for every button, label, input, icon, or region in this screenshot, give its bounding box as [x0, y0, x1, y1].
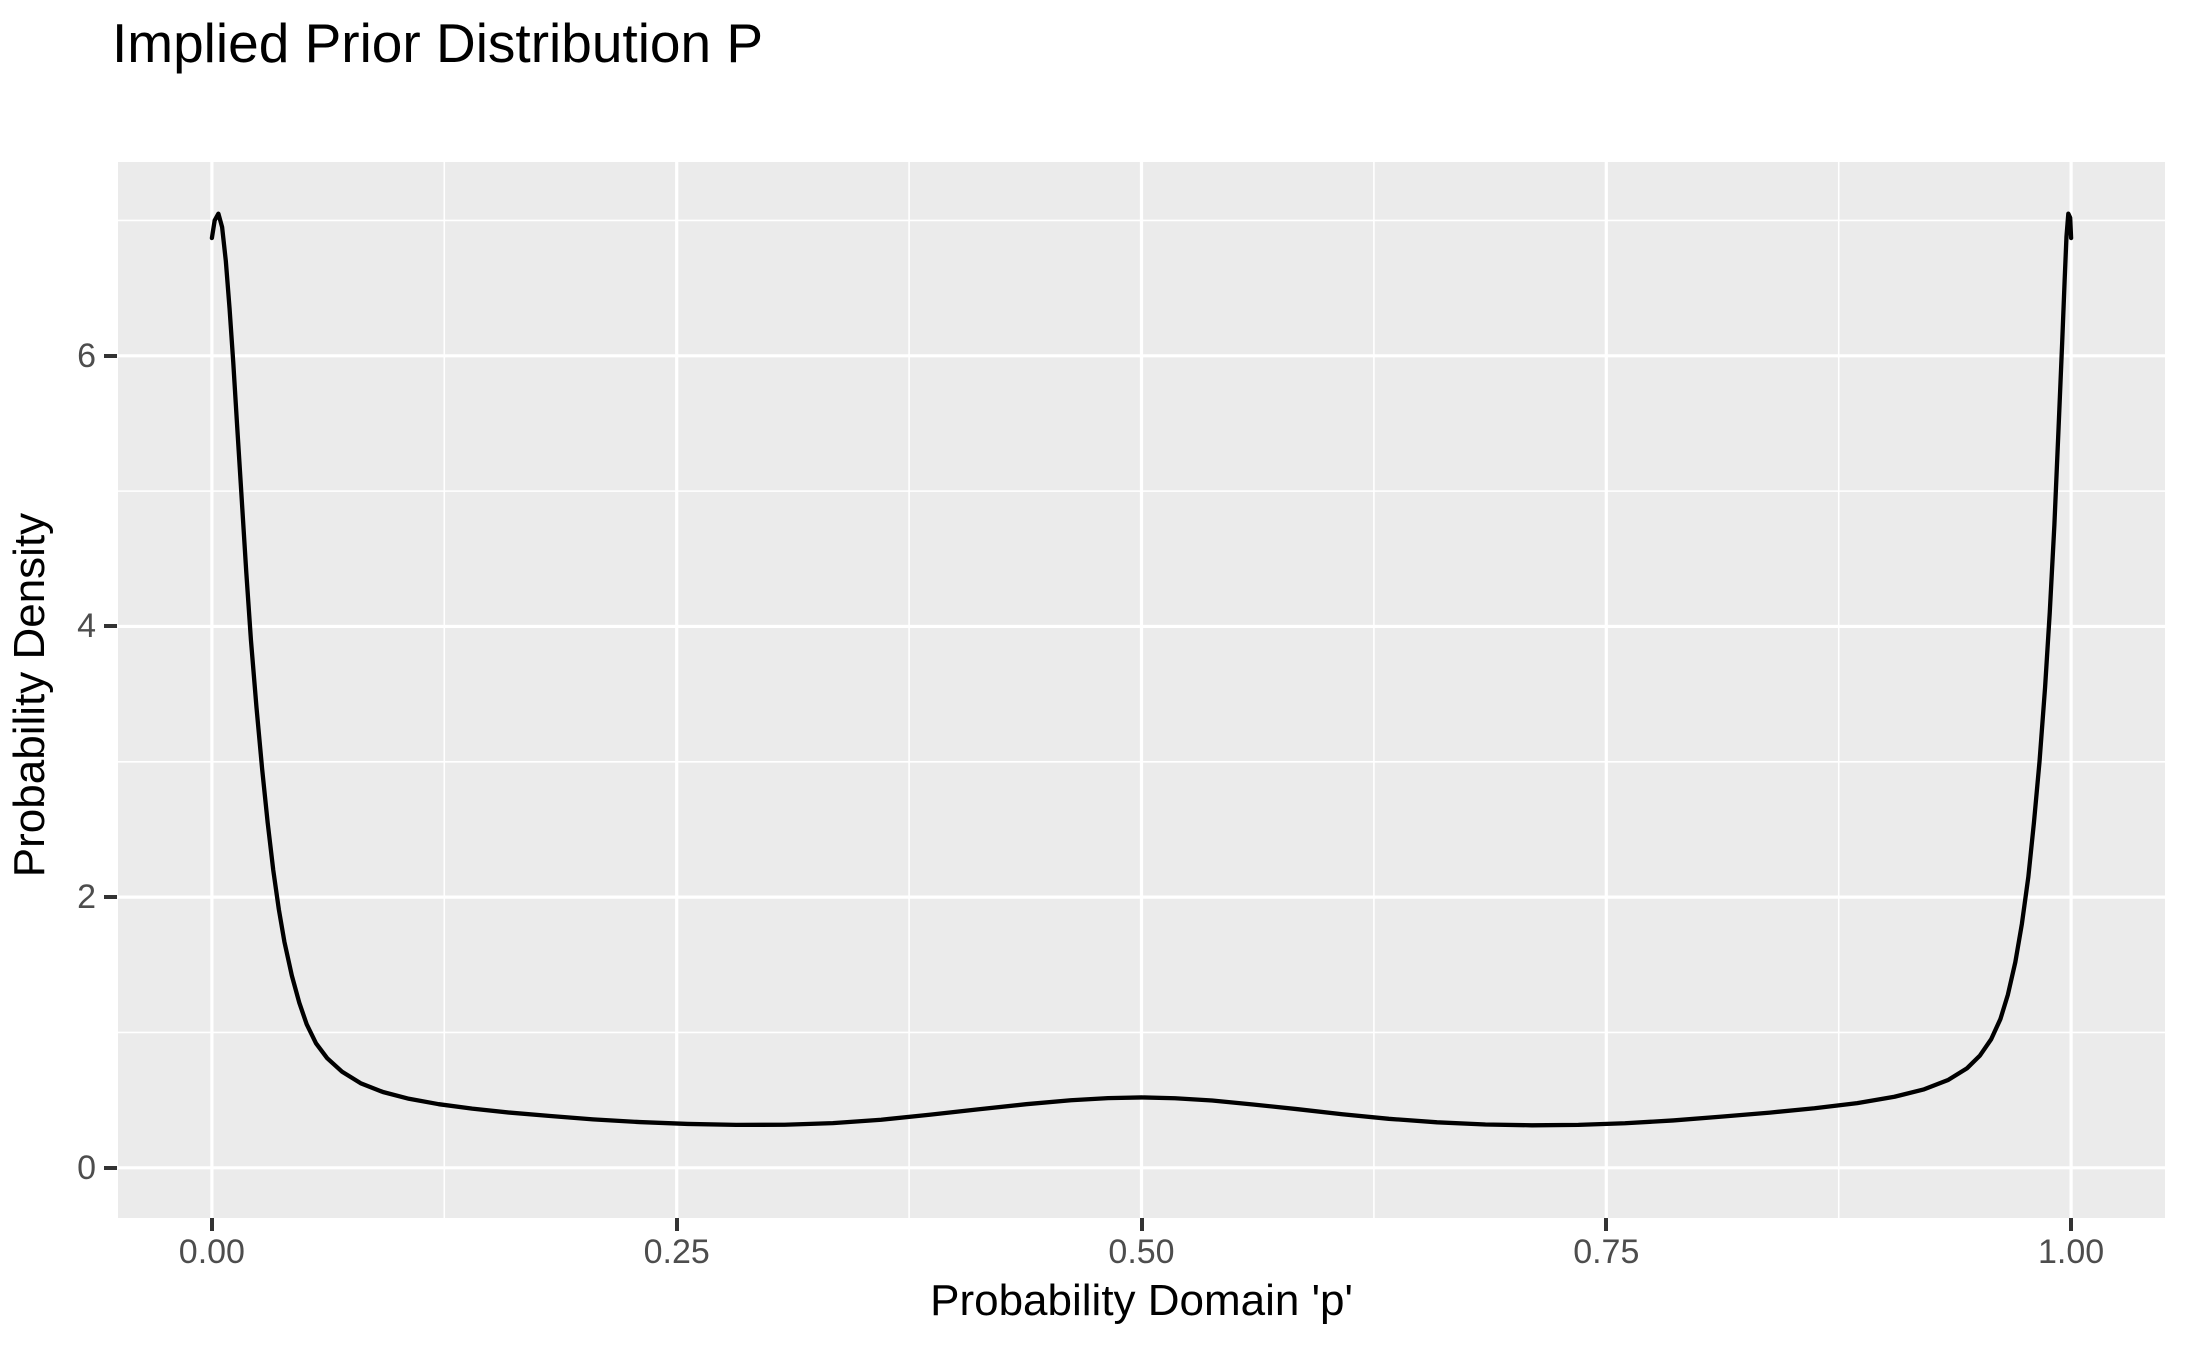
- x-tick-label: 1.00: [2038, 1233, 2105, 1271]
- x-tick-mark: [1139, 1218, 1144, 1231]
- y-tick-label: 6: [77, 336, 96, 375]
- density-curve: [209, 211, 2074, 1128]
- x-tick-mark: [209, 1218, 214, 1231]
- x-tick-mark: [2069, 1218, 2074, 1231]
- y-tick-mark: [104, 353, 117, 358]
- x-tick-label: 0.75: [1573, 1233, 1640, 1271]
- x-tick-label: 0.00: [178, 1233, 245, 1271]
- y-tick-mark: [104, 1165, 117, 1170]
- y-tick-mark: [104, 895, 117, 900]
- plot-title: Implied Prior Distribution P: [112, 12, 764, 74]
- plot-panel: [118, 162, 2165, 1218]
- x-tick-mark: [1604, 1218, 1609, 1231]
- x-tick-label: 0.25: [643, 1233, 710, 1271]
- y-tick-label: 2: [77, 878, 96, 917]
- plot-panel-svg: [118, 162, 2165, 1218]
- x-tick-label: 0.50: [1108, 1233, 1175, 1271]
- x-axis-title: Probability Domain 'p': [930, 1276, 1353, 1325]
- x-tick-mark: [674, 1218, 679, 1231]
- y-tick-mark: [104, 624, 117, 629]
- y-tick-label: 4: [77, 607, 96, 646]
- y-tick-label: 0: [77, 1148, 96, 1187]
